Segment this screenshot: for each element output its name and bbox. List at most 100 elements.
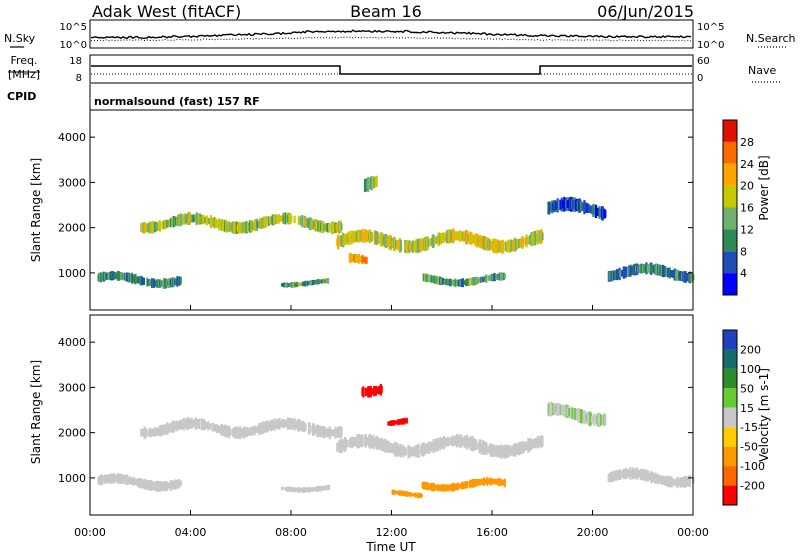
- colorbar-tick-label: 24: [740, 158, 754, 171]
- heatmap-cell: [607, 473, 610, 482]
- heatmap-cell: [445, 230, 449, 244]
- heatmap-cell: [466, 434, 469, 450]
- heatmap-cell: [358, 254, 361, 264]
- heatmap-cell: [463, 232, 466, 241]
- heatmap-cell: [493, 273, 496, 281]
- heatmap-cell: [380, 437, 383, 452]
- power-colorbar: 4 8 12 16 20 24 28: [722, 119, 754, 296]
- power-colorbar-label: Power [dB]: [757, 155, 771, 220]
- heatmap-cell: [198, 418, 201, 430]
- heatmap-cell: [306, 217, 309, 228]
- heatmap-cell: [651, 265, 654, 273]
- heatmap-cell: [409, 446, 412, 457]
- heatmap-cell: [484, 237, 487, 250]
- heatmap-cell: [279, 215, 282, 222]
- heatmap-cell: [604, 413, 607, 426]
- heatmap-cell: [468, 278, 471, 287]
- colorbar-swatch: [723, 446, 737, 467]
- heatmap-cell: [466, 481, 469, 489]
- heatmap-cell: [433, 440, 436, 451]
- heatmap-cell: [322, 486, 325, 491]
- heatmap-cell: [301, 215, 304, 228]
- heatmap-cell: [512, 443, 516, 457]
- heatmap-cell: [658, 265, 661, 276]
- heatmap-cell: [672, 270, 675, 278]
- x-tick-label: 00:00: [74, 526, 106, 539]
- heatmap-cell: [399, 240, 403, 252]
- y-tick-label: 1000: [58, 267, 86, 280]
- colorbar-swatch: [723, 388, 737, 408]
- heatmap-cell: [162, 220, 166, 229]
- colorbar-tick-label: 28: [740, 136, 754, 149]
- heatmap-cell: [521, 441, 524, 454]
- heatmap-cell: [298, 487, 301, 493]
- heatmap-cell: [580, 202, 583, 211]
- heatmap-cell: [353, 437, 356, 447]
- heatmap-cell: [348, 231, 351, 245]
- heatmap-cell: [541, 232, 544, 241]
- heatmap-cell: [541, 436, 544, 447]
- heatmap-cell: [243, 426, 246, 439]
- heatmap-cell: [335, 223, 338, 232]
- heatmap-cell: [331, 429, 334, 436]
- heatmap-cell: [583, 410, 586, 425]
- heatmap-cell: [450, 279, 453, 286]
- heatmap-cell: [485, 274, 488, 283]
- heatmap-cell: [630, 265, 633, 276]
- nsky-label: N.Sky: [4, 32, 36, 45]
- heatmap-cell: [554, 200, 557, 212]
- heatmap-cell: [561, 404, 564, 416]
- heatmap-cell: [665, 476, 668, 486]
- heatmap-cell: [429, 443, 432, 452]
- heatmap-cell: [195, 419, 198, 429]
- heatmap-cell: [638, 264, 641, 274]
- heatmap-cell: [229, 428, 232, 436]
- heatmap-cell: [640, 263, 643, 274]
- nsearch-label: N.Search: [746, 32, 796, 45]
- heatmap-cell: [346, 440, 349, 448]
- heatmap-cell: [160, 481, 163, 491]
- heatmap-cell: [413, 240, 416, 252]
- time-axis-label: Time UT: [365, 540, 416, 554]
- heatmap-cell: [371, 388, 374, 395]
- y-tick-label: 4000: [58, 131, 86, 144]
- heatmap-cell: [485, 442, 488, 455]
- heatmap-cell: [561, 200, 564, 209]
- heatmap-cell: [304, 423, 307, 432]
- heatmap-cell: [280, 215, 284, 222]
- colorbar-tick-label: -200: [740, 480, 765, 493]
- heatmap-cell: [518, 238, 521, 249]
- heatmap-cell: [146, 223, 150, 232]
- heatmap-cell: [152, 483, 155, 489]
- noise-tick-left-low: 10^0: [60, 40, 87, 51]
- heatmap-cell: [593, 207, 596, 215]
- heatmap-cell: [596, 207, 599, 216]
- heatmap-cell: [326, 485, 329, 490]
- heatmap-cell: [580, 409, 583, 424]
- colorbar-tick-label: 4: [740, 267, 747, 280]
- heatmap-cell: [283, 487, 286, 491]
- heatmap-cell: [588, 205, 591, 213]
- heatmap-cell: [616, 269, 619, 281]
- heatmap-cell: [487, 275, 490, 281]
- heatmap-cell: [296, 282, 299, 288]
- heatmap-cell: [456, 231, 459, 241]
- heatmap-cell: [325, 427, 328, 438]
- heatmap-cell: [150, 429, 153, 436]
- heatmap-cell: [393, 420, 396, 426]
- heatmap-cell: [435, 236, 438, 244]
- heatmap-cell: [205, 422, 208, 429]
- heatmap-cell: [311, 487, 315, 492]
- heatmap-cell: [260, 422, 263, 435]
- heatmap-cell: [473, 479, 476, 487]
- heatmap-cell: [158, 425, 161, 437]
- heatmap-cell: [208, 423, 212, 430]
- heatmap-cell: [478, 479, 481, 485]
- colorbar-tick-label: -15: [740, 421, 758, 434]
- heatmap-cell: [134, 478, 137, 485]
- freq-tick-high: 18: [69, 56, 82, 67]
- heatmap-cell: [425, 482, 428, 491]
- x-tick-label: 04:00: [175, 526, 207, 539]
- heatmap-cell: [531, 439, 534, 449]
- y-tick-label: 3000: [58, 381, 86, 394]
